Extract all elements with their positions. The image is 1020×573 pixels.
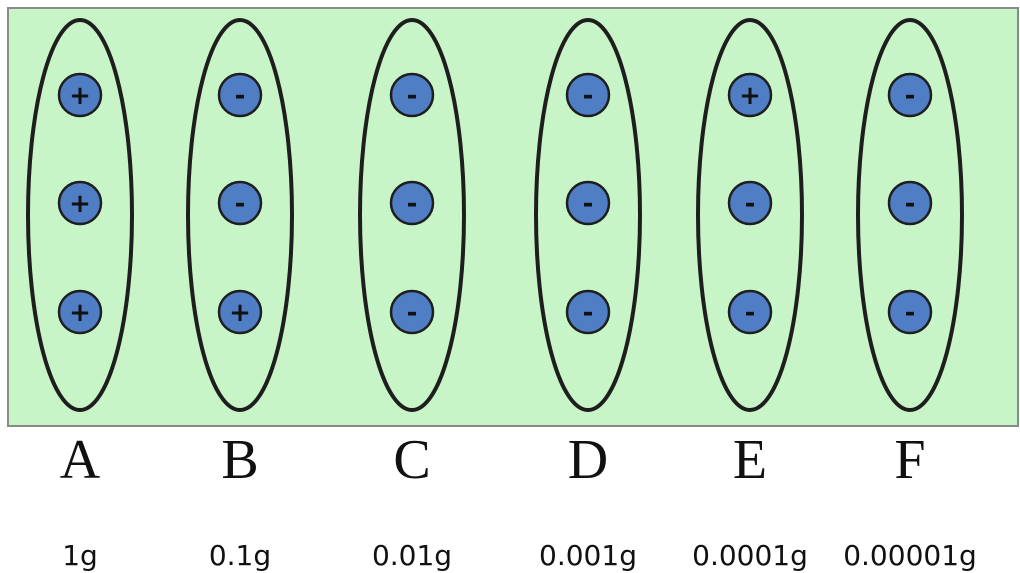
- charge-circle: [887, 180, 933, 226]
- charge-circle: [565, 180, 611, 226]
- charge-sign: -: [745, 298, 756, 328]
- charge-sign: -: [745, 189, 756, 219]
- group-label: B: [221, 429, 258, 491]
- charge-circle: [57, 180, 103, 226]
- groups-layer: + + + A 1g - - + B 0.1g - - - C 0.01g - - - D 0.001g + - - E 0.0…: [26, 18, 977, 572]
- charge-circle: [565, 289, 611, 335]
- charge-sign: -: [905, 298, 916, 328]
- charge-circle: [57, 289, 103, 335]
- charge-sign: +: [69, 81, 91, 111]
- charge-circle: [727, 289, 773, 335]
- negative-charge: -: [727, 289, 773, 335]
- group-e: + - - E 0.0001g: [692, 18, 808, 572]
- negative-charge: -: [565, 180, 611, 226]
- positive-charge: +: [57, 72, 103, 118]
- charge-sign: -: [407, 189, 418, 219]
- positive-charge: +: [217, 289, 263, 335]
- group-ellipse: [26, 18, 134, 412]
- group-label: E: [733, 429, 767, 491]
- charge-circle: [565, 72, 611, 118]
- charge-circle: [727, 72, 773, 118]
- positive-charge: +: [727, 72, 773, 118]
- group-label: D: [568, 429, 608, 491]
- charge-sign: +: [229, 298, 251, 328]
- positive-charge: +: [57, 289, 103, 335]
- charge-sign: -: [407, 298, 418, 328]
- charge-sign: -: [235, 81, 246, 111]
- group-b: - - + B 0.1g: [186, 18, 294, 572]
- negative-charge: -: [887, 289, 933, 335]
- charge-sign: +: [69, 298, 91, 328]
- group-label: A: [60, 429, 101, 491]
- charge-sign: -: [583, 298, 594, 328]
- charge-circle: [57, 72, 103, 118]
- group-ellipse: [186, 18, 294, 412]
- negative-charge: -: [565, 72, 611, 118]
- group-f: - - - F 0.00001g: [843, 18, 977, 572]
- group-a: + + + A 1g: [26, 18, 134, 572]
- group-c: - - - C 0.01g: [358, 18, 466, 572]
- background-panel: [7, 7, 1019, 427]
- mass-label: 0.001g: [539, 539, 637, 572]
- charge-circle: [389, 180, 435, 226]
- charge-sign: +: [69, 189, 91, 219]
- charge-circle: [217, 72, 263, 118]
- negative-charge: -: [727, 180, 773, 226]
- negative-charge: -: [887, 72, 933, 118]
- mass-label: 0.0001g: [692, 539, 808, 572]
- charge-circle: [389, 72, 435, 118]
- group-label: F: [894, 429, 925, 491]
- group-d: - - - D 0.001g: [534, 18, 642, 572]
- charge-circle: [887, 72, 933, 118]
- group-ellipse: [534, 18, 642, 412]
- charge-sign: -: [583, 189, 594, 219]
- mass-label: 0.01g: [372, 539, 452, 572]
- negative-charge: -: [389, 289, 435, 335]
- negative-charge: -: [887, 180, 933, 226]
- charge-sign: -: [905, 81, 916, 111]
- mass-label: 0.1g: [209, 539, 271, 572]
- positive-charge: +: [57, 180, 103, 226]
- charge-circle: [217, 289, 263, 335]
- charge-sign: -: [905, 189, 916, 219]
- negative-charge: -: [217, 72, 263, 118]
- negative-charge: -: [217, 180, 263, 226]
- group-ellipse: [696, 18, 804, 412]
- charge-circle: [887, 289, 933, 335]
- charge-circle: [389, 289, 435, 335]
- charge-sign: -: [235, 189, 246, 219]
- group-ellipse: [358, 18, 466, 412]
- group-label: C: [393, 429, 430, 491]
- mass-label: 0.00001g: [843, 539, 977, 572]
- negative-charge: -: [389, 180, 435, 226]
- charge-sign: -: [583, 81, 594, 111]
- charge-circle: [727, 180, 773, 226]
- mass-label: 1g: [62, 539, 98, 572]
- charge-circle: [217, 180, 263, 226]
- negative-charge: -: [565, 289, 611, 335]
- group-ellipse: [856, 18, 964, 412]
- charge-sign: +: [739, 81, 761, 111]
- negative-charge: -: [389, 72, 435, 118]
- charge-sign: -: [407, 81, 418, 111]
